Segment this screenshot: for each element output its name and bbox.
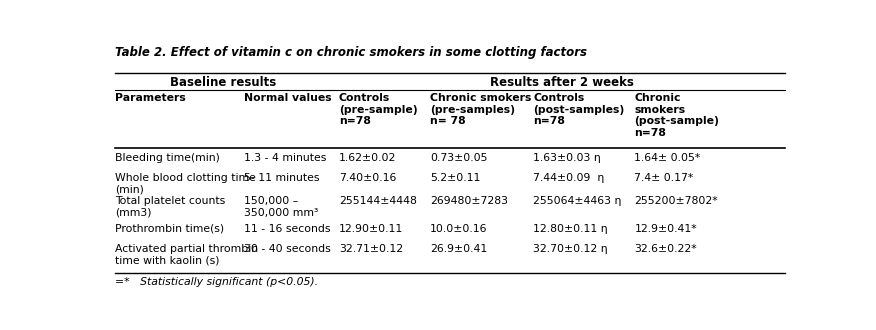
Text: Prothrombin time(s): Prothrombin time(s)	[115, 224, 224, 234]
Text: 10.0±0.16: 10.0±0.16	[430, 224, 487, 234]
Text: 5- 11 minutes: 5- 11 minutes	[244, 173, 320, 183]
Text: =*   Statistically significant (p<0.05).: =* Statistically significant (p<0.05).	[115, 277, 318, 287]
Text: 1.64± 0.05*: 1.64± 0.05*	[634, 153, 701, 163]
Text: 0.73±0.05: 0.73±0.05	[430, 153, 487, 163]
Text: 255200±7802*: 255200±7802*	[634, 196, 718, 206]
Text: 1.3 - 4 minutes: 1.3 - 4 minutes	[244, 153, 326, 163]
Text: 1.62±0.02: 1.62±0.02	[339, 153, 396, 163]
Text: Baseline results: Baseline results	[171, 77, 277, 89]
Text: 32.6±0.22*: 32.6±0.22*	[634, 244, 697, 254]
Text: 269480±7283: 269480±7283	[430, 196, 508, 206]
Text: 1.63±0.03 η: 1.63±0.03 η	[533, 153, 601, 163]
Text: Controls
(post-samples)
n=78: Controls (post-samples) n=78	[533, 93, 625, 126]
Text: Whole blood clotting time
(min): Whole blood clotting time (min)	[115, 173, 256, 195]
Text: 5.2±0.11: 5.2±0.11	[430, 173, 480, 183]
Text: 7.40±0.16: 7.40±0.16	[339, 173, 396, 183]
Text: 255064±4463 η: 255064±4463 η	[533, 196, 621, 206]
Text: 32.71±0.12: 32.71±0.12	[339, 244, 403, 254]
Text: Controls
(pre-sample)
n=78: Controls (pre-sample) n=78	[339, 93, 418, 126]
Text: Chronic
smokers
(post-sample)
n=78: Chronic smokers (post-sample) n=78	[634, 93, 719, 138]
Text: 150,000 –
350,000 mm³: 150,000 – 350,000 mm³	[244, 196, 318, 218]
Text: 12.80±0.11 η: 12.80±0.11 η	[533, 224, 608, 234]
Text: Bleeding time(min): Bleeding time(min)	[115, 153, 220, 163]
Text: Chronic smokers
(pre-samples)
n= 78: Chronic smokers (pre-samples) n= 78	[430, 93, 532, 126]
Text: 255144±4448: 255144±4448	[339, 196, 417, 206]
Text: Activated partial thrombin
time with kaolin (s): Activated partial thrombin time with kao…	[115, 244, 258, 266]
Text: Normal values: Normal values	[244, 93, 331, 103]
Text: Results after 2 weeks: Results after 2 weeks	[490, 77, 634, 89]
Text: 12.90±0.11: 12.90±0.11	[339, 224, 403, 234]
Text: Total platelet counts
(mm3): Total platelet counts (mm3)	[115, 196, 225, 218]
Text: 26.9±0.41: 26.9±0.41	[430, 244, 487, 254]
Text: Parameters: Parameters	[115, 93, 186, 103]
Text: 7.44±0.09  η: 7.44±0.09 η	[533, 173, 604, 183]
Text: Table 2. Effect of vitamin c on chronic smokers in some clotting factors: Table 2. Effect of vitamin c on chronic …	[115, 46, 587, 59]
Text: 12.9±0.41*: 12.9±0.41*	[634, 224, 697, 234]
Text: 11 - 16 seconds: 11 - 16 seconds	[244, 224, 330, 234]
Text: 30 - 40 seconds: 30 - 40 seconds	[244, 244, 330, 254]
Text: 32.70±0.12 η: 32.70±0.12 η	[533, 244, 608, 254]
Text: 7.4± 0.17*: 7.4± 0.17*	[634, 173, 694, 183]
